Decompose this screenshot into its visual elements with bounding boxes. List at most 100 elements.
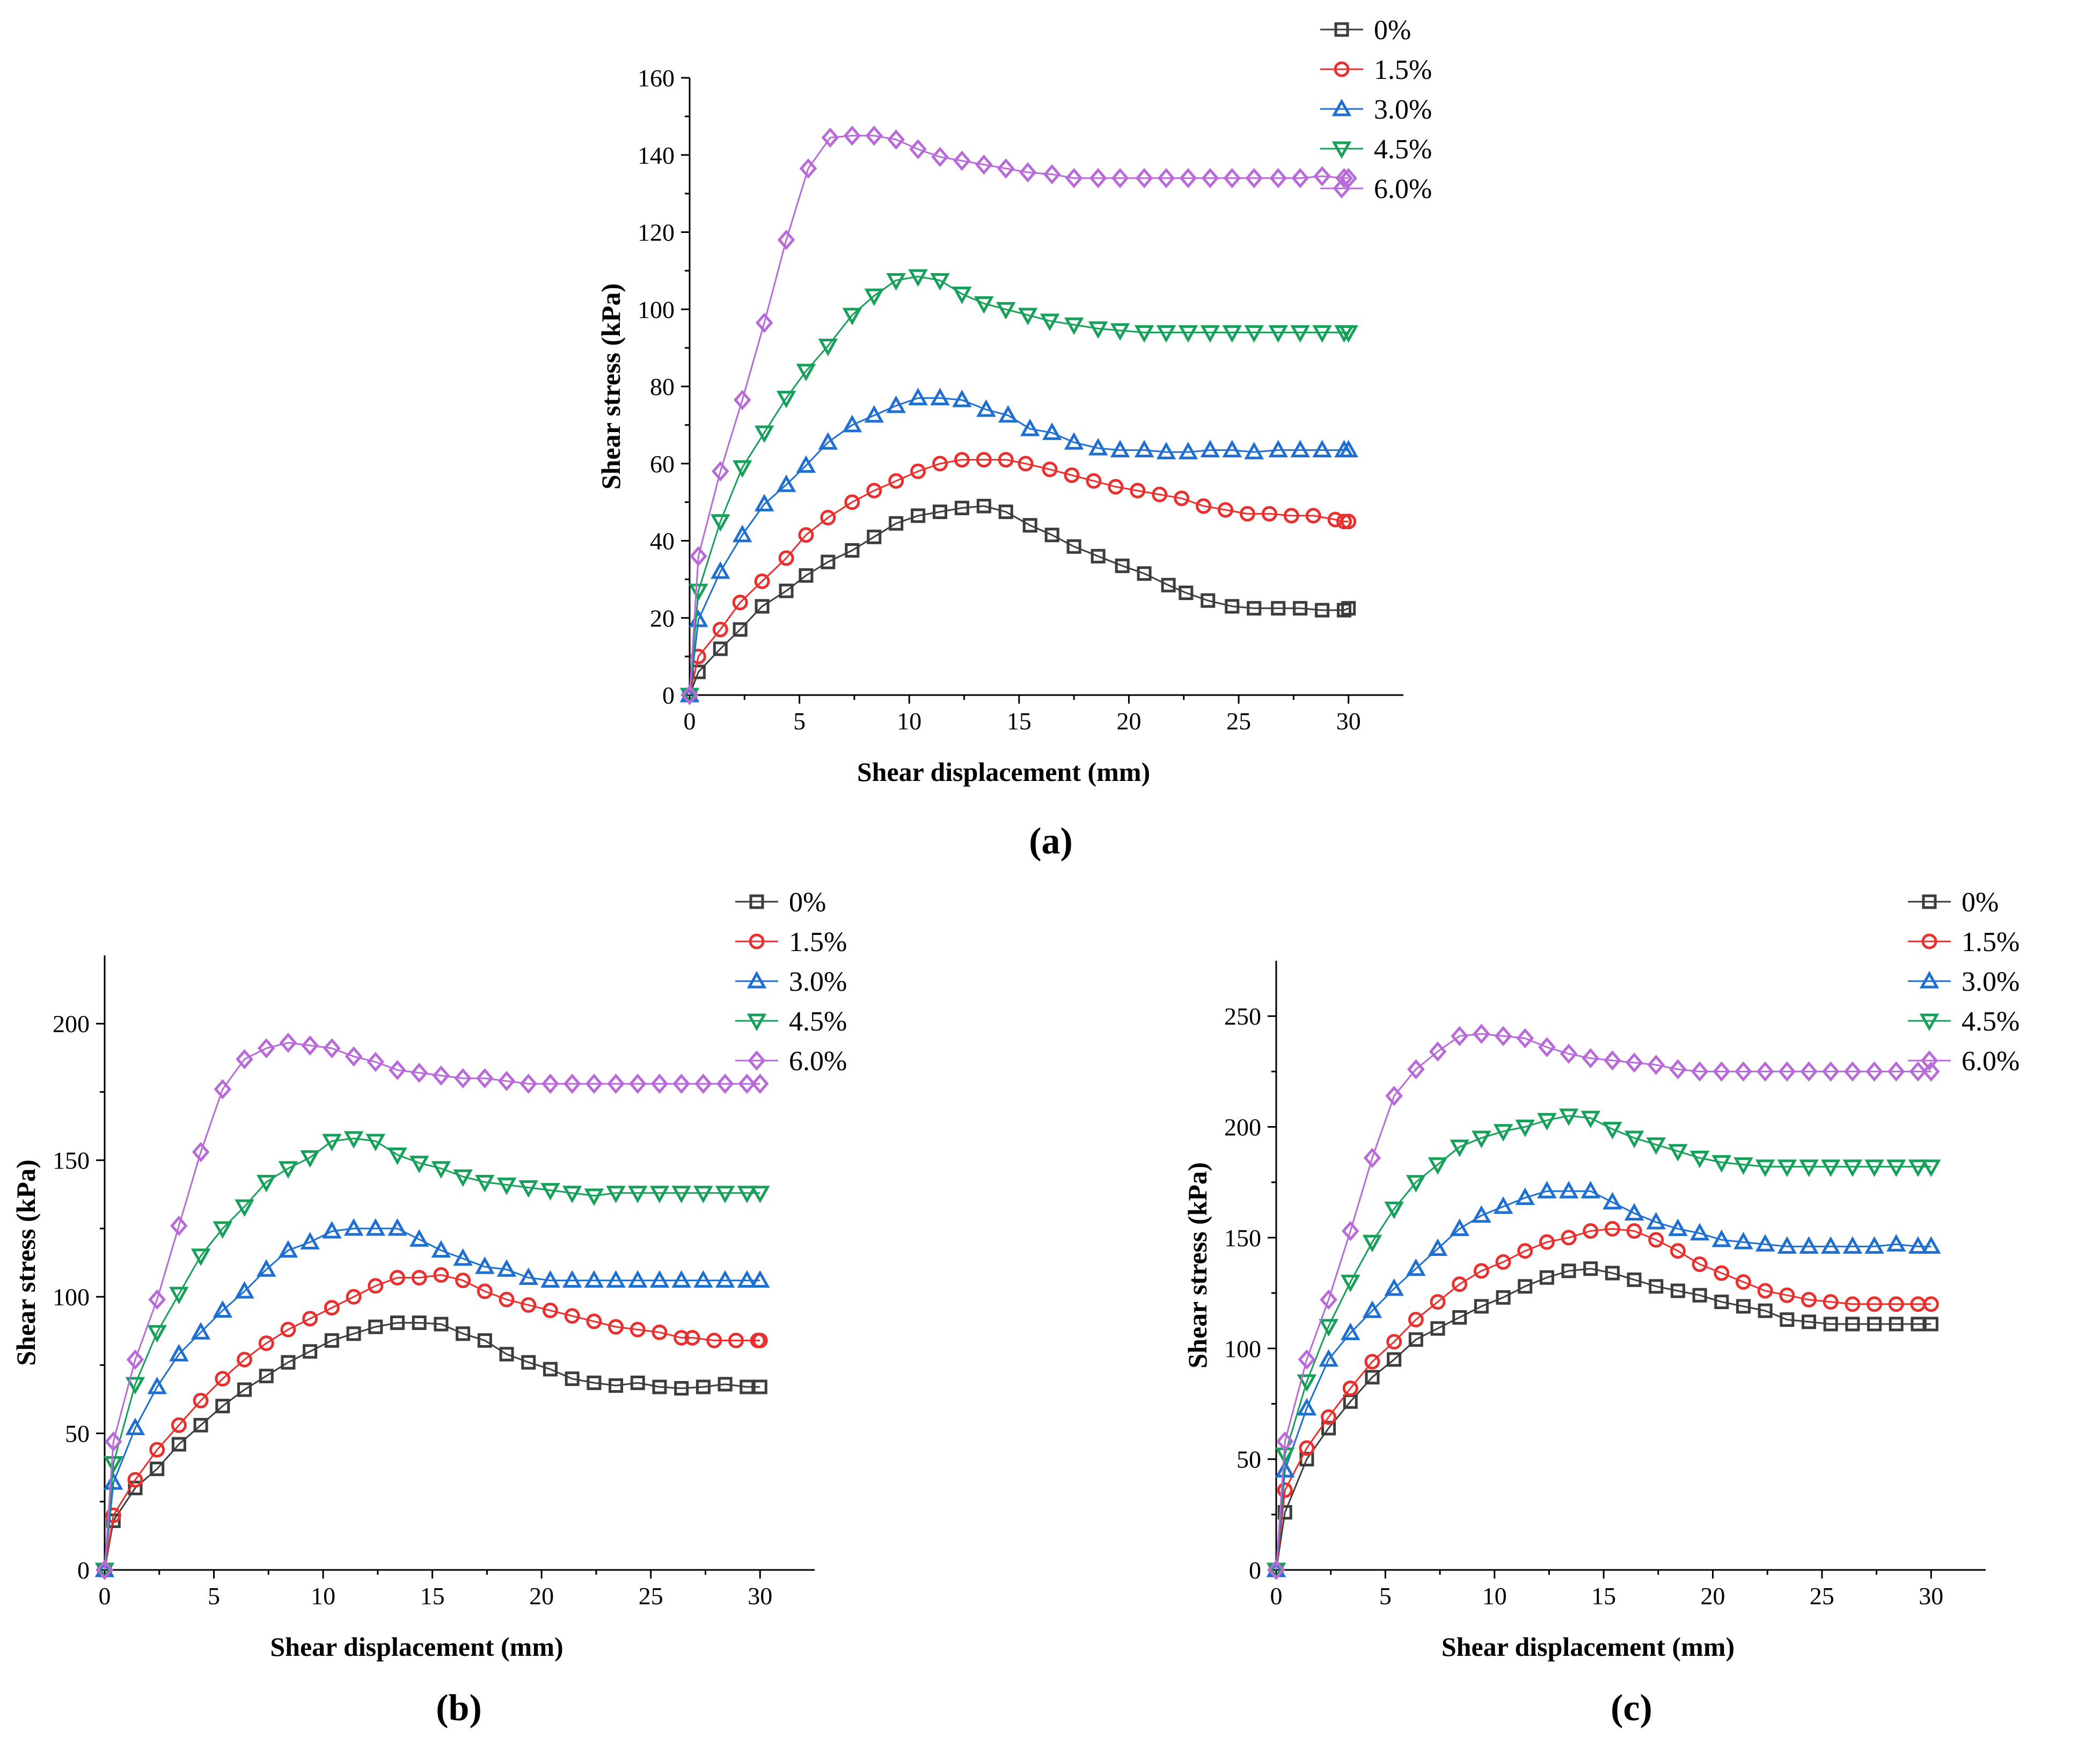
legend-entry: 4.5% [1908,1006,2019,1037]
data-point [237,1351,253,1368]
data-point [776,474,796,492]
data-point [1516,1028,1534,1049]
data-point [586,1313,602,1329]
data-point [1823,1317,1838,1332]
legend-marker [1919,970,1940,989]
data-point [259,1369,274,1384]
data-point [1646,1211,1666,1230]
data-point [684,1329,700,1346]
y-tick-label: 100 [638,296,675,323]
legend-label: 0% [1962,887,1999,918]
data-point [1473,1024,1490,1044]
data-point [738,1073,756,1094]
data-point [1581,1110,1601,1129]
x-tick-label: 5 [1379,1582,1392,1610]
data-point [431,1161,451,1179]
legend-label: 0% [1374,15,1411,46]
data-point [169,1287,189,1305]
data-point [1821,1061,1840,1082]
data-point [755,599,770,614]
legend-label: 3.0% [1374,94,1432,125]
data-point [1670,1243,1686,1259]
data-point [998,405,1018,423]
y-tick-label: 60 [650,450,675,478]
series-line [1275,1227,1931,1570]
data-point [998,505,1013,520]
data-point [562,1270,582,1288]
data-point [1386,1334,1402,1350]
data-point [976,499,991,514]
data-point [237,1382,252,1397]
y-tick-label: 160 [638,64,675,92]
data-point [821,127,839,148]
data-point [1604,1050,1621,1071]
data-point [1624,1203,1644,1221]
y-tick-label: 140 [638,142,675,169]
data-point [300,1232,320,1250]
series-0pct [97,1315,767,1577]
data-point [1689,1150,1710,1168]
data-point [777,230,795,250]
data-point [1042,462,1058,478]
data-point [125,1417,145,1435]
data-point [796,455,816,473]
data-point [1312,440,1332,458]
x-tick-label: 20 [529,1582,554,1610]
data-point [587,1375,602,1390]
data-point [711,561,730,579]
series-1-5pct [97,1267,768,1578]
data-point [1245,168,1263,188]
panel-label: (c) [1611,1687,1652,1729]
data-point [1244,325,1264,343]
data-point [693,1186,713,1203]
data-point [368,1319,383,1334]
series-line [104,1322,760,1570]
y-tick-label: 0 [77,1557,90,1584]
data-point [322,1134,342,1152]
y-tick-label: 40 [650,528,675,555]
data-point [779,583,794,598]
y-axis-title: Shear stress (kPa) [596,283,626,489]
data-point [628,1270,648,1288]
data-point [1625,1053,1643,1073]
data-point [1201,593,1216,608]
data-point [104,1456,123,1474]
series-4-5pct [679,269,1358,706]
data-point [778,550,794,566]
data-point [1627,1272,1642,1287]
data-point [732,524,752,543]
data-point [1115,558,1130,573]
data-point [952,390,972,407]
data-point [606,1186,626,1203]
data-point [954,500,969,515]
data-point [1472,1130,1491,1149]
x-tick-label: 30 [1336,707,1361,735]
data-point [169,1343,189,1362]
data-point [1909,1061,1927,1082]
data-point [681,685,699,705]
data-point [1429,1041,1447,1062]
data-point [1385,1085,1403,1106]
data-point [409,1156,429,1173]
legend-entry: 1.5% [1320,55,1432,85]
data-point [1152,486,1168,502]
series-line [104,1042,760,1570]
data-point [235,1281,254,1299]
data-point [1222,325,1242,343]
data-point [324,1299,340,1316]
series-4-5pct [94,1131,770,1581]
data-point [1646,1137,1666,1155]
legend-entry: 0% [735,887,826,918]
data-point [1293,601,1308,616]
data-point [1064,317,1084,335]
data-point [649,1186,670,1203]
data-point [1268,440,1289,458]
data-point [776,391,796,408]
data-point [1244,442,1264,459]
data-point [499,1291,515,1307]
data-point [1649,1279,1664,1294]
data-point [930,388,950,406]
y-tick-label: 0 [1249,1557,1261,1584]
data-point [1517,1243,1533,1259]
data-point [799,568,814,583]
